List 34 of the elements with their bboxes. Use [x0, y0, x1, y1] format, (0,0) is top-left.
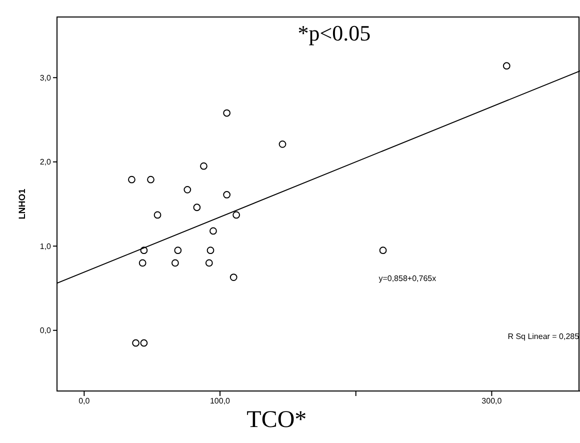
annotation: *p<0.05	[298, 20, 371, 46]
point	[171, 259, 179, 267]
annotation: y=0,858+0,765x	[378, 274, 436, 283]
point	[230, 274, 238, 281]
point	[193, 204, 201, 212]
point	[206, 246, 214, 254]
x-axis-title: TCO*	[246, 407, 307, 433]
y-tick-label: 0,0	[40, 326, 52, 336]
point	[128, 176, 136, 184]
point	[184, 186, 192, 194]
point	[232, 211, 240, 219]
y-axis-title: LNHO1	[17, 188, 27, 220]
point	[223, 191, 231, 198]
point	[502, 62, 510, 70]
point	[154, 211, 162, 219]
y-tick-label: 2,0	[40, 158, 52, 167]
point	[200, 162, 208, 170]
point	[138, 259, 146, 267]
point	[140, 339, 148, 347]
annotation: R Sq Linear = 0,285	[508, 332, 580, 341]
point	[140, 246, 148, 254]
x-tick-label: 300,0	[482, 396, 502, 406]
point	[379, 246, 387, 254]
point	[210, 227, 217, 235]
point	[223, 109, 231, 117]
y-tick-label: 1,0	[40, 242, 52, 251]
y-tick-label: 3,0	[40, 73, 52, 82]
point	[278, 140, 286, 148]
point	[147, 176, 154, 184]
point	[132, 339, 140, 347]
x-tick-label: 0,0	[78, 396, 90, 406]
point	[205, 259, 213, 267]
x-tick-label: 100,0	[210, 396, 231, 406]
point	[174, 246, 182, 254]
